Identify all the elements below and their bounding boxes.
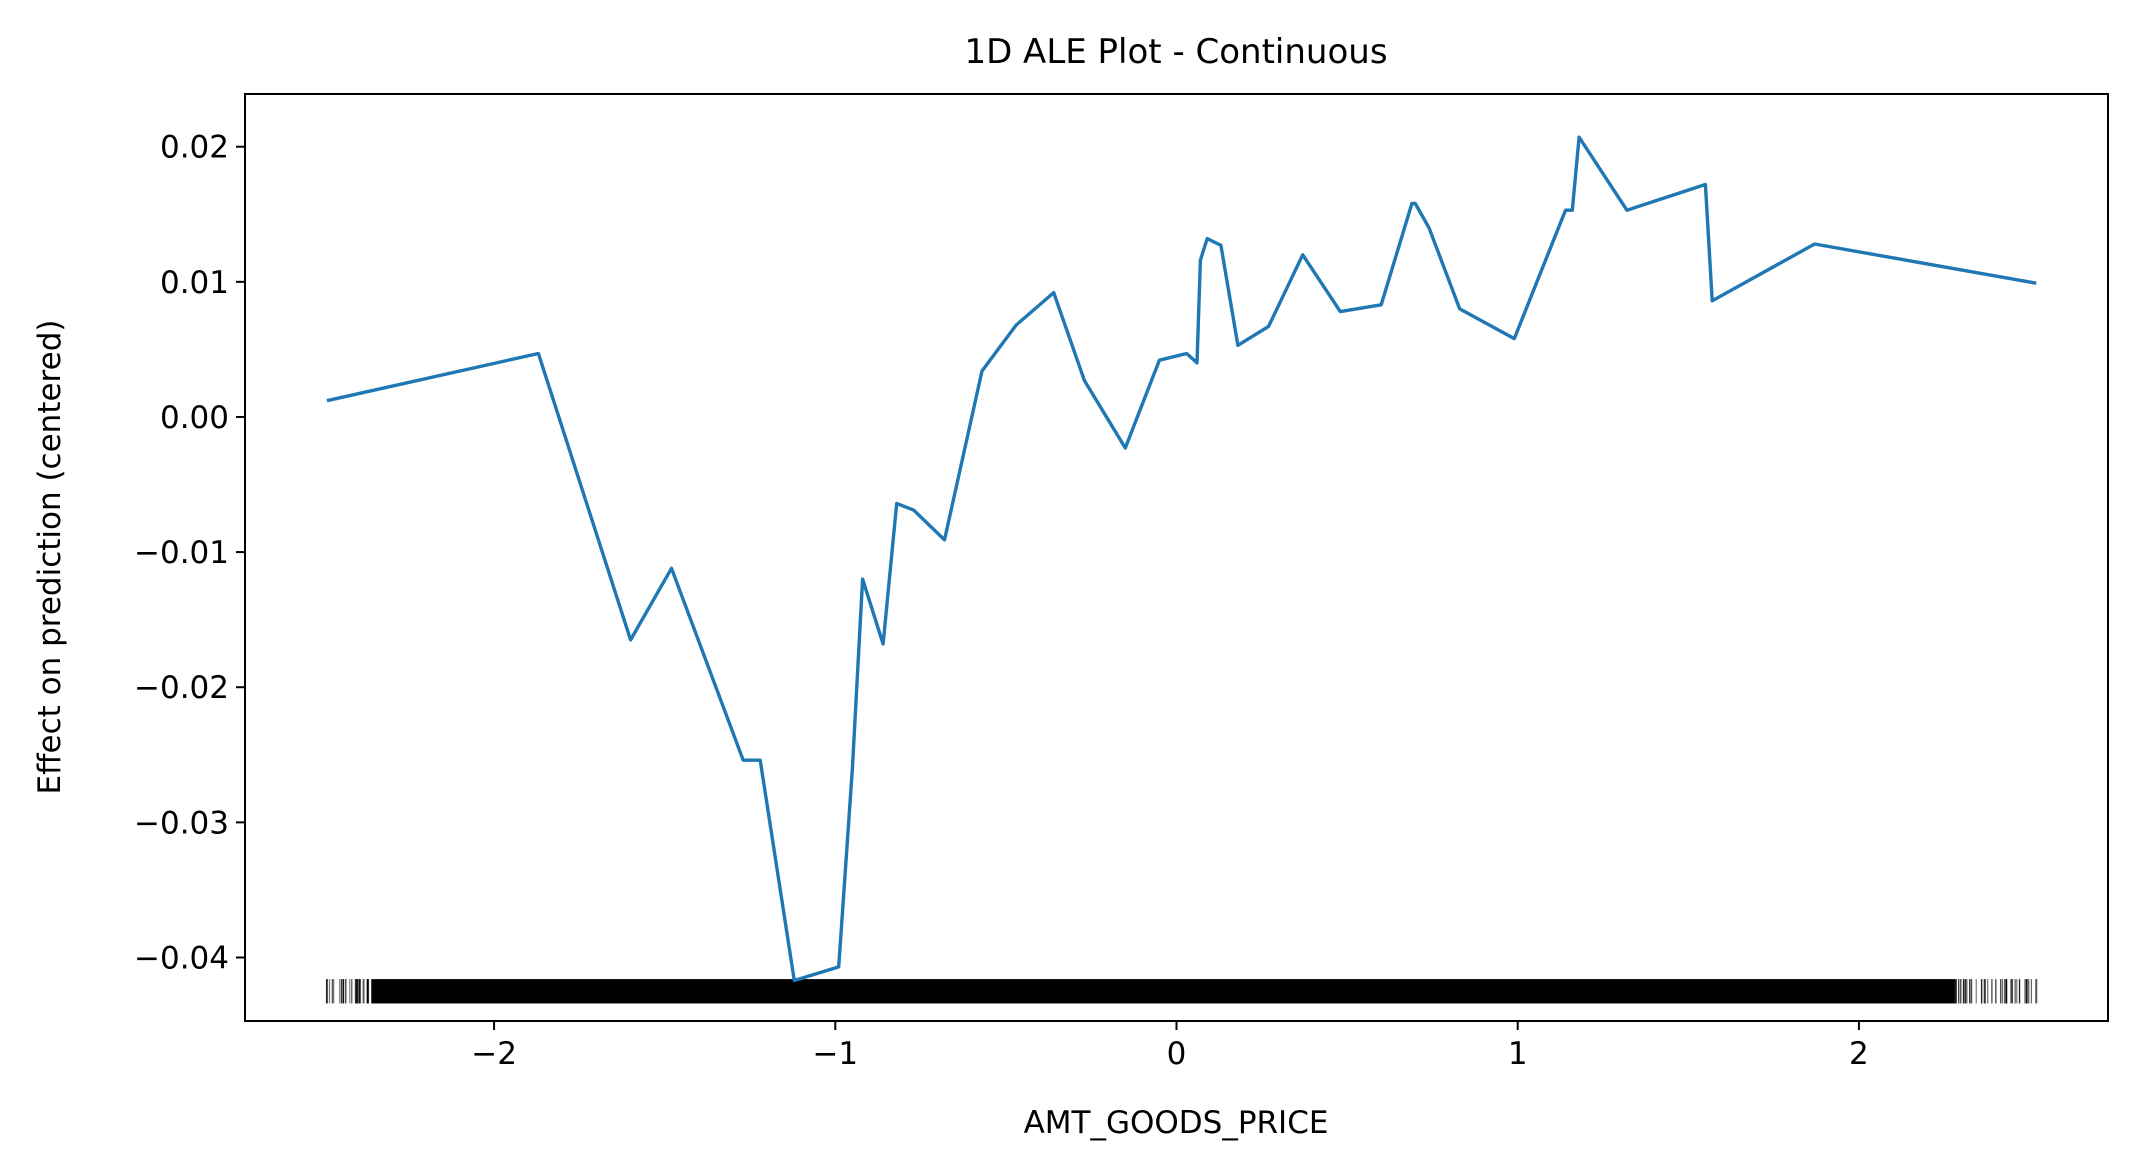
y-axis: 0.02 0.01 0.00 −0.01 −0.02 −0.03 −0.04 [134,130,245,976]
y-tick-label: 0.00 [160,400,229,436]
x-tick-label: 1 [1508,1036,1528,1072]
x-axis-label: AMT_GOODS_PRICE [1024,1105,1329,1141]
y-tick-label: −0.01 [134,535,229,571]
plot-frame [244,93,2109,1022]
x-tick-label: 0 [1167,1036,1187,1072]
y-tick-label: −0.04 [134,940,229,976]
x-tick-label: −1 [812,1036,858,1072]
y-tick-label: −0.02 [134,670,229,706]
y-tick-label: −0.03 [134,805,229,841]
ale-line [326,135,2037,983]
x-axis: −2 −1 0 1 2 [471,1021,1869,1072]
rug-dense-band [371,979,1955,1004]
x-tick-label: 2 [1849,1036,1869,1072]
x-tick-label: −2 [471,1036,517,1072]
y-axis-label: Effect on prediction (centered) [32,320,68,795]
chart-title: 1D ALE Plot - Continuous [964,32,1387,72]
ale-line-layer [326,135,2037,983]
y-tick-label: 0.01 [160,265,229,301]
rug-plot [325,979,2038,1004]
y-tick-label: 0.02 [160,130,229,166]
